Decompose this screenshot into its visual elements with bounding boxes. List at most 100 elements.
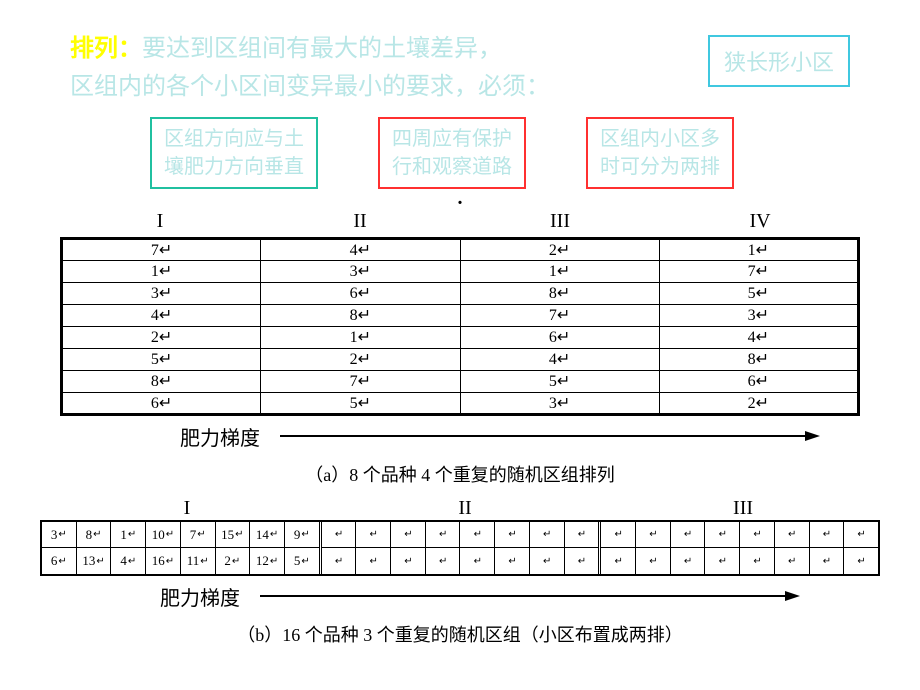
title-prefix: 排列： <box>70 36 142 62</box>
table-cell: ↵ <box>426 548 461 574</box>
table-cell: 15↵ <box>216 522 251 548</box>
table-row: 2↵1↵6↵4↵ <box>62 326 859 348</box>
arrow-icon <box>260 589 800 603</box>
box-3: 区组内小区多 时可分为两排 <box>586 117 734 189</box>
table-cell: 7↵ <box>659 260 858 282</box>
table-cell: ↵ <box>530 522 565 548</box>
table-row: ↵↵↵↵↵↵↵↵ <box>601 548 878 574</box>
title-text-1: 要达到区组间有最大的土壤差异， <box>142 36 502 62</box>
table-cell: 3↵ <box>62 282 261 304</box>
table-a-header-2: II <box>260 210 460 233</box>
table-cell: ↵ <box>391 522 426 548</box>
table-cell: ↵ <box>601 548 636 574</box>
table-b-block: ↵↵↵↵↵↵↵↵↵↵↵↵↵↵↵↵ <box>601 522 878 574</box>
table-row: 6↵5↵3↵2↵ <box>62 392 859 414</box>
table-row: ↵↵↵↵↵↵↵↵ <box>601 522 878 549</box>
table-a-header-1: I <box>60 210 260 233</box>
table-cell: 4↵ <box>62 304 261 326</box>
table-cell: 7↵ <box>460 304 659 326</box>
table-cell: ↵ <box>601 522 636 548</box>
table-cell: ↵ <box>740 522 775 548</box>
right-box: 狭长形小区 <box>708 35 850 87</box>
three-boxes-row: 区组方向应与土 壤肥力方向垂直 四周应有保护 行和观察道路 区组内小区多 时可分… <box>0 107 920 189</box>
table-cell: 5↵ <box>62 348 261 370</box>
table-cell: 6↵ <box>659 370 858 392</box>
table-b-block: 3↵8↵1↵10↵7↵15↵14↵9↵6↵13↵4↵16↵11↵2↵12↵5↵ <box>42 522 322 574</box>
table-row: 1↵3↵1↵7↵ <box>62 260 859 282</box>
table-b: 3↵8↵1↵10↵7↵15↵14↵9↵6↵13↵4↵16↵11↵2↵12↵5↵↵… <box>40 520 880 576</box>
table-cell: ↵ <box>322 522 357 548</box>
table-cell: 12↵ <box>250 548 285 574</box>
table-b-header-1: I <box>50 497 324 520</box>
table-cell: 2↵ <box>460 238 659 260</box>
table-cell: ↵ <box>565 522 599 548</box>
table-cell: ↵ <box>636 548 671 574</box>
table-cell: 6↵ <box>261 282 460 304</box>
table-row: ↵↵↵↵↵↵↵↵ <box>322 522 599 549</box>
box-3-line-1: 区组内小区多 <box>600 125 720 153</box>
table-row: ↵↵↵↵↵↵↵↵ <box>322 548 599 574</box>
caption-b: （b）16 个品种 3 个重复的随机区组（小区布置成两排） <box>40 611 880 657</box>
table-cell: 5↵ <box>460 370 659 392</box>
table-row: 8↵7↵5↵6↵ <box>62 370 859 392</box>
table-cell: 13↵ <box>77 548 112 574</box>
gradient-label-a: 肥力梯度 <box>180 422 260 451</box>
table-a: 7↵4↵2↵1↵1↵3↵1↵7↵3↵6↵8↵5↵4↵8↵7↵3↵2↵1↵6↵4↵… <box>60 237 860 416</box>
table-cell: ↵ <box>530 548 565 574</box>
table-row: 6↵13↵4↵16↵11↵2↵12↵5↵ <box>42 548 319 574</box>
box-1-line-2: 壤肥力方向垂直 <box>164 153 304 181</box>
table-b-wrap: I II III 3↵8↵1↵10↵7↵15↵14↵9↵6↵13↵4↵16↵11… <box>0 497 920 657</box>
table-cell: ↵ <box>322 548 357 574</box>
table-cell: ↵ <box>775 548 810 574</box>
table-b-header-2: II <box>324 497 606 520</box>
table-cell: 1↵ <box>111 522 146 548</box>
table-cell: ↵ <box>740 548 775 574</box>
box-1-line-1: 区组方向应与土 <box>164 125 304 153</box>
table-cell: 8↵ <box>77 522 112 548</box>
gradient-arrow-b: 肥力梯度 <box>40 576 880 611</box>
table-cell: 14↵ <box>250 522 285 548</box>
table-cell: 9↵ <box>285 522 319 548</box>
table-cell: 5↵ <box>261 392 460 414</box>
header-area: 排列：要达到区组间有最大的土壤差异， 区组内的各个小区间变异最小的要求，必须： … <box>0 0 920 107</box>
table-cell: 6↵ <box>42 548 77 574</box>
table-cell: 4↵ <box>261 238 460 260</box>
table-cell: 5↵ <box>285 548 319 574</box>
table-cell: ↵ <box>705 548 740 574</box>
table-cell: 2↵ <box>62 326 261 348</box>
table-cell: ↵ <box>775 522 810 548</box>
table-cell: 5↵ <box>659 282 858 304</box>
gradient-arrow-a: 肥力梯度 <box>60 416 860 451</box>
table-a-wrap: I II III IV 7↵4↵2↵1↵1↵3↵1↵7↵3↵6↵8↵5↵4↵8↵… <box>0 210 920 497</box>
table-b-block: ↵↵↵↵↵↵↵↵↵↵↵↵↵↵↵↵ <box>322 522 602 574</box>
table-cell: ↵ <box>460 548 495 574</box>
table-cell: 1↵ <box>261 326 460 348</box>
table-b-headers: I II III <box>40 497 880 520</box>
table-cell: 3↵ <box>261 260 460 282</box>
table-cell: ↵ <box>426 522 461 548</box>
box-2: 四周应有保护 行和观察道路 <box>378 117 526 189</box>
table-cell: 1↵ <box>460 260 659 282</box>
gradient-label-b: 肥力梯度 <box>160 582 240 611</box>
table-cell: ↵ <box>391 548 426 574</box>
table-cell: 2↵ <box>216 548 251 574</box>
table-cell: 1↵ <box>659 238 858 260</box>
table-cell: 7↵ <box>62 238 261 260</box>
table-cell: ↵ <box>356 548 391 574</box>
table-cell: 3↵ <box>460 392 659 414</box>
table-cell: ↵ <box>495 522 530 548</box>
table-cell: ↵ <box>671 548 706 574</box>
box-2-line-2: 行和观察道路 <box>392 153 512 181</box>
table-cell: ↵ <box>810 548 845 574</box>
table-cell: 1↵ <box>62 260 261 282</box>
table-cell: ↵ <box>705 522 740 548</box>
box-1: 区组方向应与土 壤肥力方向垂直 <box>150 117 318 189</box>
table-b-header-3: III <box>606 497 880 520</box>
table-row: 5↵2↵4↵8↵ <box>62 348 859 370</box>
table-cell: 6↵ <box>62 392 261 414</box>
table-cell: 8↵ <box>62 370 261 392</box>
caption-a: （a）8 个品种 4 个重复的随机区组排列 <box>60 451 860 497</box>
table-cell: 16↵ <box>146 548 181 574</box>
table-cell: ↵ <box>460 522 495 548</box>
table-cell: 8↵ <box>460 282 659 304</box>
